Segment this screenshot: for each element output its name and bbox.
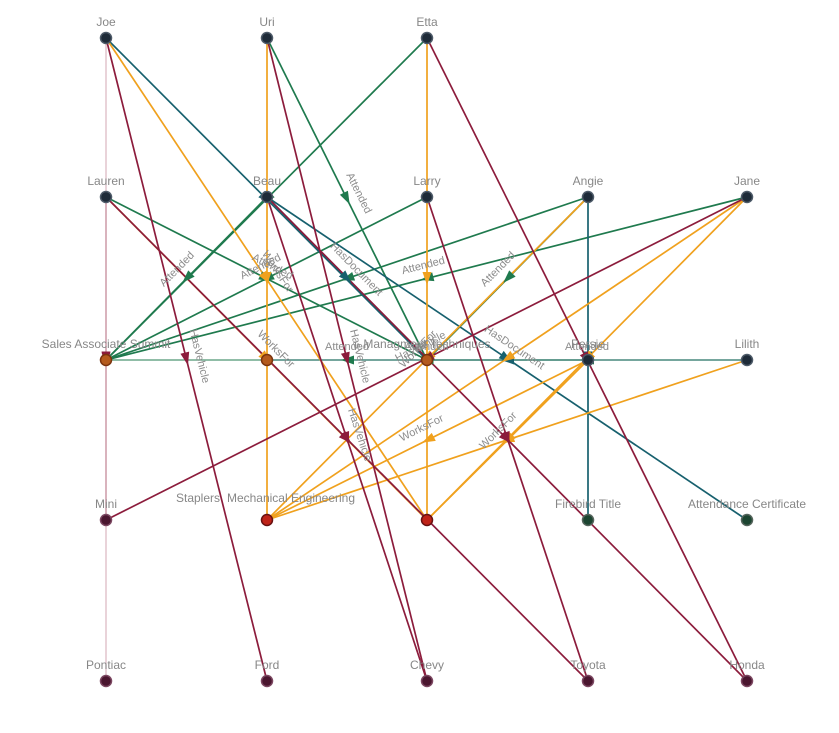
node-label-pontiac: Pontiac	[86, 658, 126, 672]
node-uri[interactable]	[260, 31, 274, 45]
node-label-toyota: Toyota	[570, 658, 606, 672]
arrowhead-worksfor-jane-staplers	[502, 350, 516, 362]
arrowhead-attended-uri-mt	[339, 190, 350, 205]
node-label-lauren: Lauren	[87, 174, 124, 188]
node-xnode[interactable]	[260, 353, 274, 367]
node-label-chevy: Chevy	[410, 658, 444, 672]
node-mecheng[interactable]	[420, 513, 434, 527]
arrowhead-hasvehicle-uri-chevy	[340, 351, 350, 366]
node-label-jane: Jane	[734, 174, 760, 188]
arrowhead-hasdocument-beau-mt	[338, 270, 352, 283]
node-jane[interactable]	[740, 190, 754, 204]
node-label-ford: Ford	[255, 658, 280, 672]
arrowhead-hasvehicle-joe-ford	[180, 351, 190, 366]
node-label-beau: Beau	[253, 174, 281, 188]
node-label-etta: Etta	[416, 15, 438, 29]
arrowhead-attended-beau-sas	[182, 270, 195, 283]
node-attcert[interactable]	[740, 513, 754, 527]
node-honda[interactable]	[740, 674, 754, 688]
node-label-attcert: Attendance Certificate	[688, 497, 806, 511]
node-sas[interactable]	[99, 353, 113, 367]
edge-label-persie-staplers: WorksFor	[398, 412, 446, 444]
edge-label-lilith-mt: Attended	[565, 341, 609, 353]
node-label-mini: Mini	[95, 497, 117, 511]
edge-label-lauren-mecheng: WorksFor	[255, 328, 297, 370]
node-mini[interactable]	[99, 513, 113, 527]
node-joe[interactable]	[99, 31, 113, 45]
node-label-larry: Larry	[413, 174, 440, 188]
node-label-honda: Honda	[729, 658, 765, 672]
node-label-firebird: Firebird Title	[555, 497, 621, 511]
node-label-uri: Uri	[259, 15, 274, 29]
arrowhead-worksfor-etta-mecheng	[422, 272, 432, 285]
node-label-angie: Angie	[573, 174, 604, 188]
edge-label-lilith-sas: Attended	[404, 341, 448, 353]
node-angie[interactable]	[581, 190, 595, 204]
node-staplers[interactable]	[260, 513, 274, 527]
node-label-persie: Persie	[571, 337, 605, 351]
node-beau[interactable]	[260, 190, 274, 204]
node-firebird[interactable]	[581, 513, 595, 527]
node-label-joe: Joe	[96, 15, 116, 29]
node-label-mecheng: Mechanical Engineering	[227, 491, 355, 505]
node-label-sas: Sales Associate Summit	[42, 337, 171, 351]
node-pontiac[interactable]	[99, 674, 113, 688]
node-larry[interactable]	[420, 190, 434, 204]
node-toyota[interactable]	[581, 674, 595, 688]
arrowhead-attended-angie-mt	[503, 270, 516, 283]
node-label-lilith: Lilith	[735, 337, 760, 351]
nodes-layer	[99, 31, 754, 688]
node-label-staplers: Staplers	[176, 491, 220, 505]
node-chevy[interactable]	[420, 674, 434, 688]
edge-label-persie-sas: Attended	[325, 341, 369, 353]
edge-label-angie-mt: Attended	[479, 249, 518, 289]
node-etta[interactable]	[420, 31, 434, 45]
node-persie[interactable]	[581, 353, 595, 367]
node-label-mt: Managment Techniques	[363, 337, 490, 351]
node-ford[interactable]	[260, 674, 274, 688]
arrowhead-hasvehicle-beau-honda	[498, 430, 512, 444]
node-lauren[interactable]	[99, 190, 113, 204]
arrowhead-worksfor-joe-mecheng	[258, 270, 270, 284]
arrowhead-hasvehicle-lauren-toyota	[338, 430, 352, 444]
arrowhead-worksfor-persie-staplers	[422, 432, 436, 443]
node-mt[interactable]	[420, 353, 434, 367]
node-lilith[interactable]	[740, 353, 754, 367]
